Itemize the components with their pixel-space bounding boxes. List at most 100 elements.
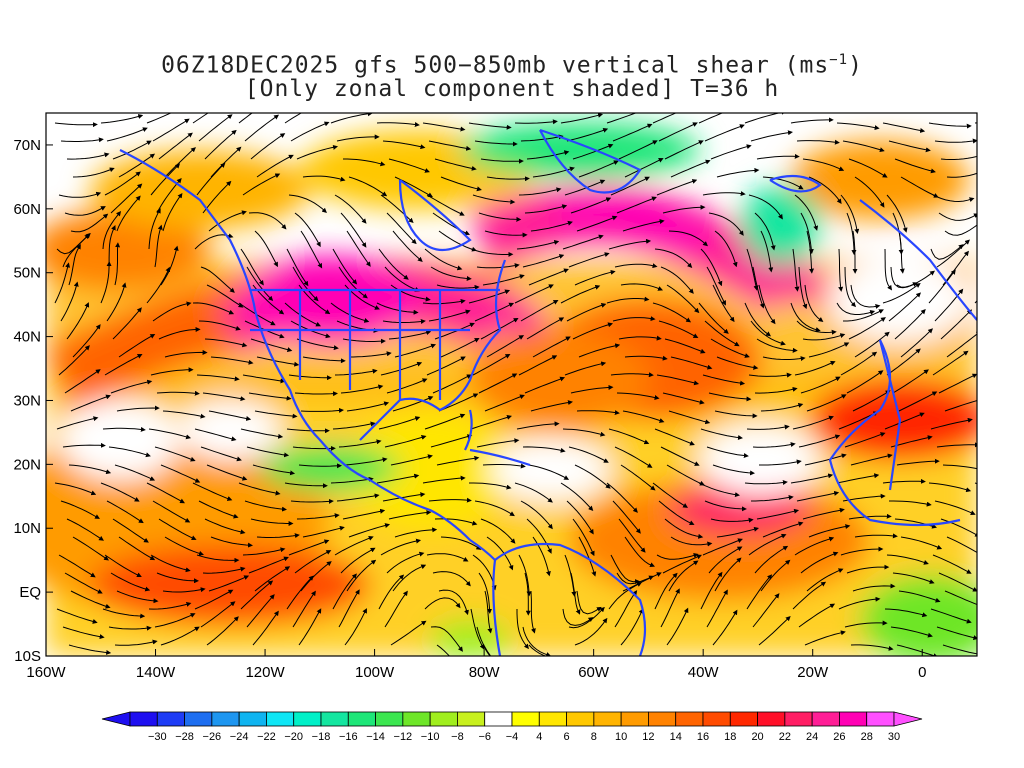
streamline bbox=[888, 292, 921, 322]
streamline bbox=[560, 113, 604, 124]
streamline bbox=[846, 212, 857, 256]
streamline bbox=[208, 575, 250, 592]
streamline bbox=[900, 176, 939, 198]
streamline bbox=[342, 508, 386, 520]
streamline bbox=[392, 230, 423, 262]
colorbar-swatch bbox=[320, 711, 349, 727]
streamline bbox=[792, 581, 827, 610]
streamline bbox=[472, 194, 516, 205]
lat-tick-label: EQ bbox=[19, 584, 41, 601]
streamline bbox=[618, 518, 646, 553]
streamline bbox=[108, 225, 116, 268]
colorbar-label: −8 bbox=[451, 731, 464, 743]
streamline bbox=[618, 140, 658, 160]
streamline bbox=[338, 266, 368, 299]
streamline bbox=[382, 492, 426, 502]
streamline bbox=[844, 620, 888, 628]
streamline bbox=[938, 572, 977, 592]
streamline bbox=[346, 401, 390, 412]
streamline bbox=[194, 233, 234, 250]
colorbar-swatch bbox=[484, 711, 513, 727]
streamline bbox=[246, 594, 275, 628]
streamline bbox=[656, 553, 699, 560]
lat-tick-label: 20N bbox=[13, 456, 41, 473]
streamline bbox=[432, 571, 471, 587]
streamline bbox=[422, 122, 466, 132]
streamline bbox=[882, 478, 926, 484]
streamline bbox=[987, 318, 1022, 339]
streamline bbox=[936, 239, 970, 268]
streamline bbox=[658, 320, 699, 338]
streamline bbox=[979, 555, 1014, 576]
streamline bbox=[576, 590, 602, 615]
streamline bbox=[614, 263, 658, 269]
streamline bbox=[380, 194, 414, 224]
streamline bbox=[72, 536, 109, 561]
streamline bbox=[330, 302, 370, 323]
streamline bbox=[656, 179, 698, 196]
streamline bbox=[846, 370, 884, 394]
colorbar-label: 8 bbox=[591, 731, 597, 743]
streamline bbox=[336, 134, 380, 142]
streamline bbox=[796, 320, 837, 335]
streamline bbox=[714, 230, 738, 268]
streamline bbox=[102, 210, 122, 250]
streamline bbox=[440, 536, 482, 550]
lon-tick-label: 60W bbox=[578, 664, 610, 681]
streamline bbox=[338, 589, 360, 628]
streamline bbox=[252, 464, 296, 476]
streamline bbox=[578, 160, 619, 178]
streamline bbox=[578, 343, 621, 358]
streamline bbox=[790, 117, 834, 124]
streamline bbox=[836, 302, 876, 315]
streamline bbox=[244, 500, 287, 512]
colorbar-swatch bbox=[811, 711, 840, 727]
streamline bbox=[616, 392, 660, 400]
streamline bbox=[194, 428, 237, 442]
lon-tick-label: 80W bbox=[469, 664, 501, 681]
streamline bbox=[882, 282, 921, 304]
streamline bbox=[300, 407, 344, 413]
streamline bbox=[854, 331, 890, 358]
colorbar-label: −28 bbox=[175, 731, 194, 743]
streamline bbox=[388, 330, 432, 340]
streamline bbox=[242, 374, 286, 384]
streamline bbox=[302, 175, 346, 182]
streamline bbox=[660, 266, 694, 294]
streamline bbox=[660, 588, 680, 628]
streamline bbox=[578, 536, 597, 577]
colorbar-label: −18 bbox=[312, 731, 331, 743]
streamline bbox=[294, 212, 321, 248]
streamline bbox=[348, 176, 388, 197]
streamline bbox=[484, 230, 528, 238]
streamline bbox=[146, 266, 171, 304]
streamline bbox=[198, 114, 233, 142]
streamline bbox=[164, 147, 196, 178]
streamline bbox=[72, 167, 115, 178]
streamline bbox=[620, 608, 644, 646]
streamline bbox=[378, 574, 405, 610]
streamline bbox=[614, 446, 653, 468]
streamline bbox=[480, 158, 524, 164]
streamline bbox=[110, 572, 151, 592]
streamline bbox=[150, 163, 181, 196]
streamline bbox=[392, 564, 427, 592]
streamline bbox=[484, 394, 525, 412]
colorbar-label: −20 bbox=[284, 731, 303, 743]
streamline bbox=[838, 248, 844, 292]
colorbar-label: −10 bbox=[421, 731, 440, 743]
streamline bbox=[486, 176, 530, 182]
streamline bbox=[114, 464, 156, 481]
streamline bbox=[428, 140, 472, 151]
streamline bbox=[434, 158, 477, 171]
streamline bbox=[58, 345, 90, 376]
streamline bbox=[570, 197, 612, 214]
streamline bbox=[662, 554, 702, 574]
streamline bbox=[852, 230, 858, 274]
streamline bbox=[394, 527, 438, 538]
streamline bbox=[164, 536, 204, 556]
streamline bbox=[704, 320, 740, 347]
streamline bbox=[608, 582, 643, 610]
streamline bbox=[712, 609, 738, 646]
streamline bbox=[704, 124, 745, 142]
